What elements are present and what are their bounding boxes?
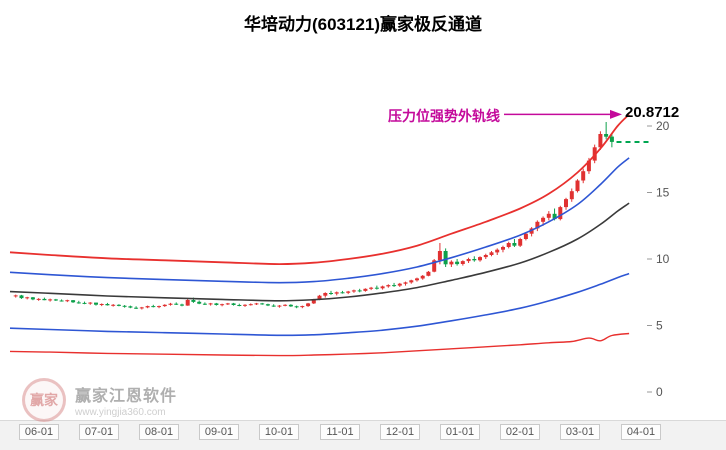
watermark-texts: 赢家江恩软件 www.yingjia360.com — [75, 382, 177, 418]
annotation-arrow-head — [610, 109, 622, 119]
x-axis-strip: 06-01 07-01 08-01 09-01 10-01 11-01 12-01 01-01… — [0, 420, 726, 450]
upper-inner-rail-blue — [9, 157, 630, 284]
mid-rail-black — [9, 202, 630, 302]
x-axis-tick: 12-01 — [380, 424, 420, 440]
y-axis-label: 0 — [656, 385, 663, 399]
y-axis: 0 5 10 15 20 — [647, 119, 670, 399]
upper-outer-rail-red — [9, 113, 630, 266]
x-axis-tick: 02-01 — [500, 424, 540, 440]
x-axis-tick: 08-01 — [139, 424, 179, 440]
y-axis-label: 15 — [656, 186, 670, 200]
lower-inner-rail-blue — [9, 272, 630, 337]
y-axis-label: 5 — [656, 319, 663, 333]
x-axis-tick: 03-01 — [560, 424, 600, 440]
resistance-annotation-label: 压力位强势外轨线 — [388, 108, 500, 124]
x-axis-tick: 07-01 — [79, 424, 119, 440]
resistance-value-label: 20.8712 — [625, 104, 680, 121]
watermark-logo-icon: 赢家 — [22, 378, 66, 422]
channel-lines-layer — [9, 113, 630, 357]
y-axis-label: 10 — [656, 252, 670, 266]
x-axis-tick: 06-01 — [19, 424, 59, 440]
x-axis-tick: 11-01 — [320, 424, 360, 440]
x-axis-tick: 09-01 — [199, 424, 239, 440]
chart-title: 华培动力(603121)赢家极反通道 — [243, 15, 483, 34]
watermark: 赢家 赢家江恩软件 www.yingjia360.com — [22, 378, 177, 422]
candles-layer — [13, 122, 614, 310]
y-axis-label: 20 — [656, 119, 670, 133]
watermark-url: www.yingjia360.com — [75, 407, 166, 418]
x-axis-tick: 10-01 — [259, 424, 299, 440]
x-axis-tick: 04-01 — [621, 424, 661, 440]
watermark-name: 赢家江恩软件 — [75, 388, 178, 405]
x-axis-tick: 01-01 — [440, 424, 480, 440]
lower-outer-rail-red — [9, 332, 630, 357]
